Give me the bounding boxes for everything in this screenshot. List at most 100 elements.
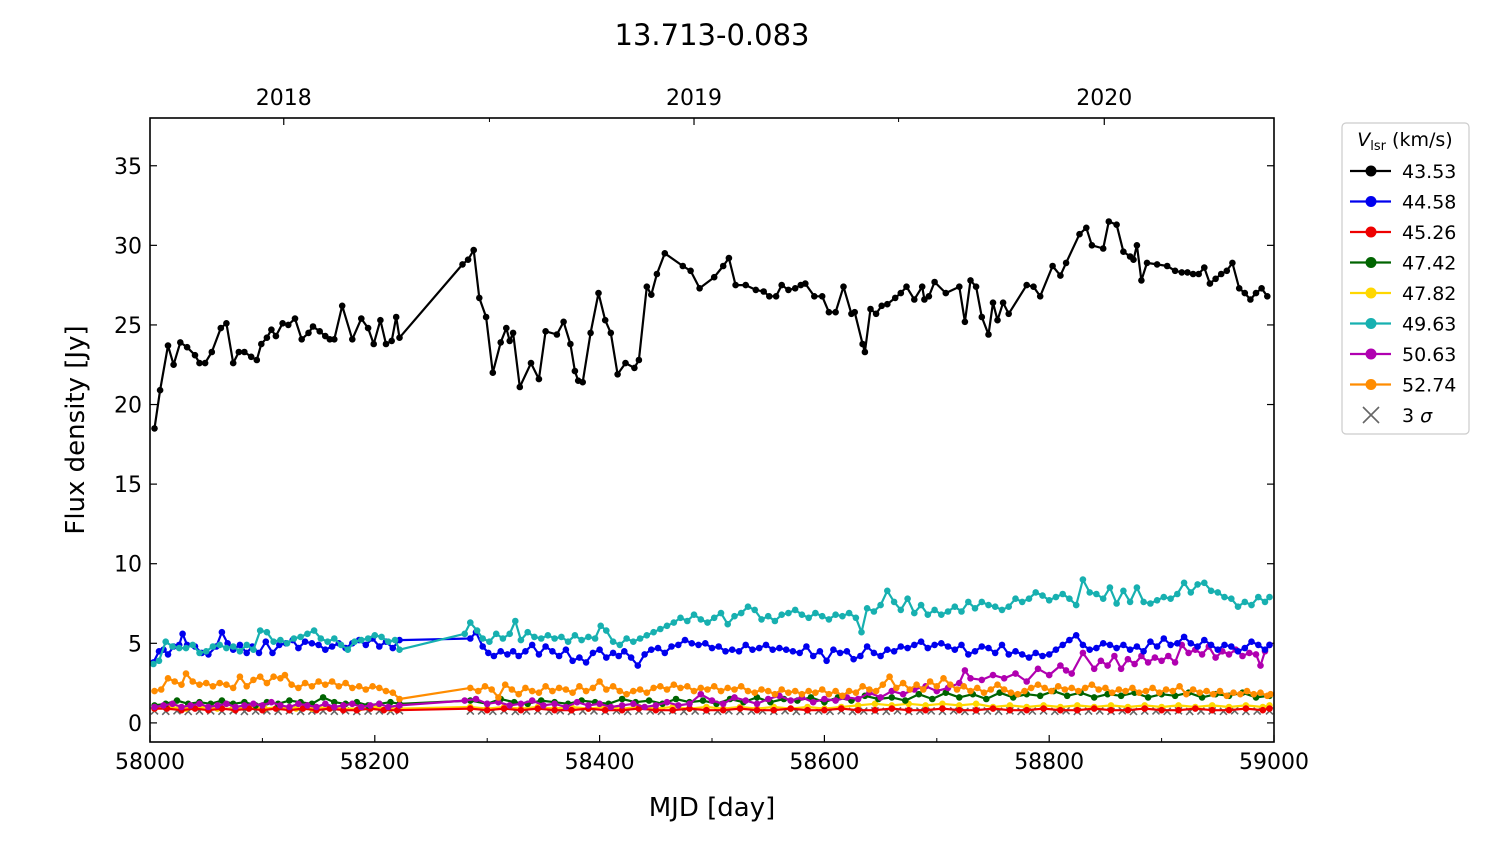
legend-marker-0: [1365, 165, 1377, 177]
data-point-44.58-108: [917, 638, 925, 645]
data-point-44.58-54: [555, 652, 563, 660]
data-point-52.74-75: [717, 687, 725, 695]
data-point-43.53-40: [396, 334, 403, 342]
data-point-43.53-60: [579, 378, 586, 386]
data-point-49.63-118: [991, 603, 999, 610]
data-point-49.63-69: [663, 622, 671, 630]
data-point-52.74-34: [376, 684, 383, 692]
top-tick-label-0: 2018: [256, 86, 312, 111]
data-point-50.63-83: [1062, 667, 1070, 674]
data-point-43.53-146: [1195, 270, 1202, 278]
data-point-49.63-144: [1167, 595, 1174, 602]
legend: Vlsr (km/s) 43.53 44.58 45.26 47.42 47.82 49.…: [1341, 122, 1470, 435]
data-point-47.82-49: [1006, 702, 1014, 709]
data-point-52.74-2: [164, 675, 172, 682]
data-point-43.53-134: [1120, 248, 1127, 255]
data-point-49.63-135: [1106, 584, 1114, 591]
data-point-44.58-81: [735, 648, 743, 655]
data-point-52.74-1: [157, 686, 165, 693]
data-point-44.58-61: [603, 654, 610, 661]
data-point-50.63-90: [1117, 665, 1125, 673]
data-point-50.63-12: [259, 702, 266, 709]
data-point-49.63-62: [616, 641, 624, 649]
data-point-43.53-121: [1005, 310, 1012, 318]
data-point-50.63-21: [340, 702, 347, 709]
data-point-50.63-53: [742, 697, 749, 704]
data-point-45.26-19: [467, 705, 474, 712]
data-point-45.26-64: [1225, 706, 1233, 714]
data-point-47.42-54: [888, 694, 896, 701]
data-point-44.58-28: [322, 646, 329, 653]
data-point-44.58-154: [1228, 643, 1235, 650]
data-point-52.74-20: [281, 671, 289, 679]
data-point-49.63-24: [310, 627, 318, 634]
data-point-43.53-99: [867, 305, 874, 313]
data-point-43.53-41: [459, 261, 466, 268]
data-point-52.74-116: [994, 681, 1001, 688]
data-point-50.63-32: [506, 702, 513, 709]
data-point-44.58-156: [1241, 644, 1249, 652]
data-point-47.42-12: [286, 697, 293, 704]
data-point-44.58-122: [1012, 648, 1019, 655]
data-point-44.58-159: [1261, 646, 1269, 653]
data-point-49.63-84: [764, 612, 772, 620]
data-point-44.58-40: [467, 635, 474, 642]
data-point-43.53-98: [861, 348, 869, 356]
data-point-45.26-14: [340, 706, 347, 714]
data-point-45.26-31: [669, 706, 676, 714]
data-point-52.74-28: [335, 683, 343, 690]
data-point-49.63-26: [324, 638, 331, 645]
data-point-52.74-7: [196, 681, 203, 688]
data-point-52.74-21: [288, 681, 295, 688]
data-point-47.42-36: [645, 697, 653, 704]
data-point-52.74-70: [684, 683, 691, 690]
data-point-52.74-87: [798, 690, 806, 698]
data-point-45.26-37: [770, 706, 778, 714]
data-point-49.63-6: [189, 641, 196, 649]
data-point-49.63-85: [771, 617, 779, 625]
data-point-50.63-36: [551, 700, 558, 708]
data-point-52.74-82: [764, 687, 772, 695]
data-point-49.63-125: [1039, 592, 1046, 599]
data-point-43.53-30: [331, 336, 338, 343]
data-point-43.53-23: [291, 315, 299, 322]
data-point-43.53-69: [643, 283, 651, 291]
data-point-44.58-67: [641, 651, 648, 658]
data-point-49.63-94: [832, 611, 839, 618]
data-point-50.63-44: [641, 703, 648, 711]
data-point-50.63-33: [517, 700, 525, 708]
data-point-52.74-99: [879, 681, 887, 688]
data-point-52.74-155: [1257, 689, 1264, 696]
data-point-52.74-125: [1054, 683, 1062, 690]
data-point-44.58-109: [924, 644, 932, 652]
data-point-45.26-53: [1040, 705, 1047, 712]
y-tick-label-0: 0: [128, 712, 142, 737]
data-point-44.58-90: [796, 649, 803, 657]
data-point-45.26-59: [1141, 705, 1148, 712]
data-point-50.63-7: [214, 702, 221, 709]
data-point-50.63-27: [396, 702, 403, 709]
data-point-45.26-52: [1023, 706, 1030, 714]
data-point-44.58-114: [958, 641, 965, 649]
data-point-44.58-128: [1052, 646, 1060, 653]
data-point-50.63-98: [1171, 659, 1179, 666]
data-point-49.63-45: [506, 630, 513, 638]
data-point-44.58-63: [615, 652, 622, 660]
data-point-50.63-6: [205, 703, 212, 711]
top-tick-label-2: 2020: [1076, 86, 1132, 111]
data-point-52.74-31: [355, 683, 363, 690]
data-point-50.63-51: [719, 700, 727, 708]
data-point-52.74-136: [1129, 684, 1136, 692]
data-point-52.74-30: [349, 684, 356, 692]
data-point-44.58-146: [1174, 640, 1181, 647]
legend-marker-7: [1365, 379, 1377, 390]
data-point-44.58-58: [582, 659, 590, 666]
data-point-49.63-3: [169, 643, 176, 650]
data-point-49.63-34: [378, 633, 385, 641]
data-point-49.63-15: [250, 646, 257, 653]
data-point-43.53-83: [766, 293, 773, 300]
data-point-49.63-50: [537, 635, 545, 642]
data-point-45.26-51: [1006, 706, 1014, 714]
data-point-50.63-85: [1079, 649, 1087, 657]
data-point-49.63-105: [904, 595, 911, 602]
